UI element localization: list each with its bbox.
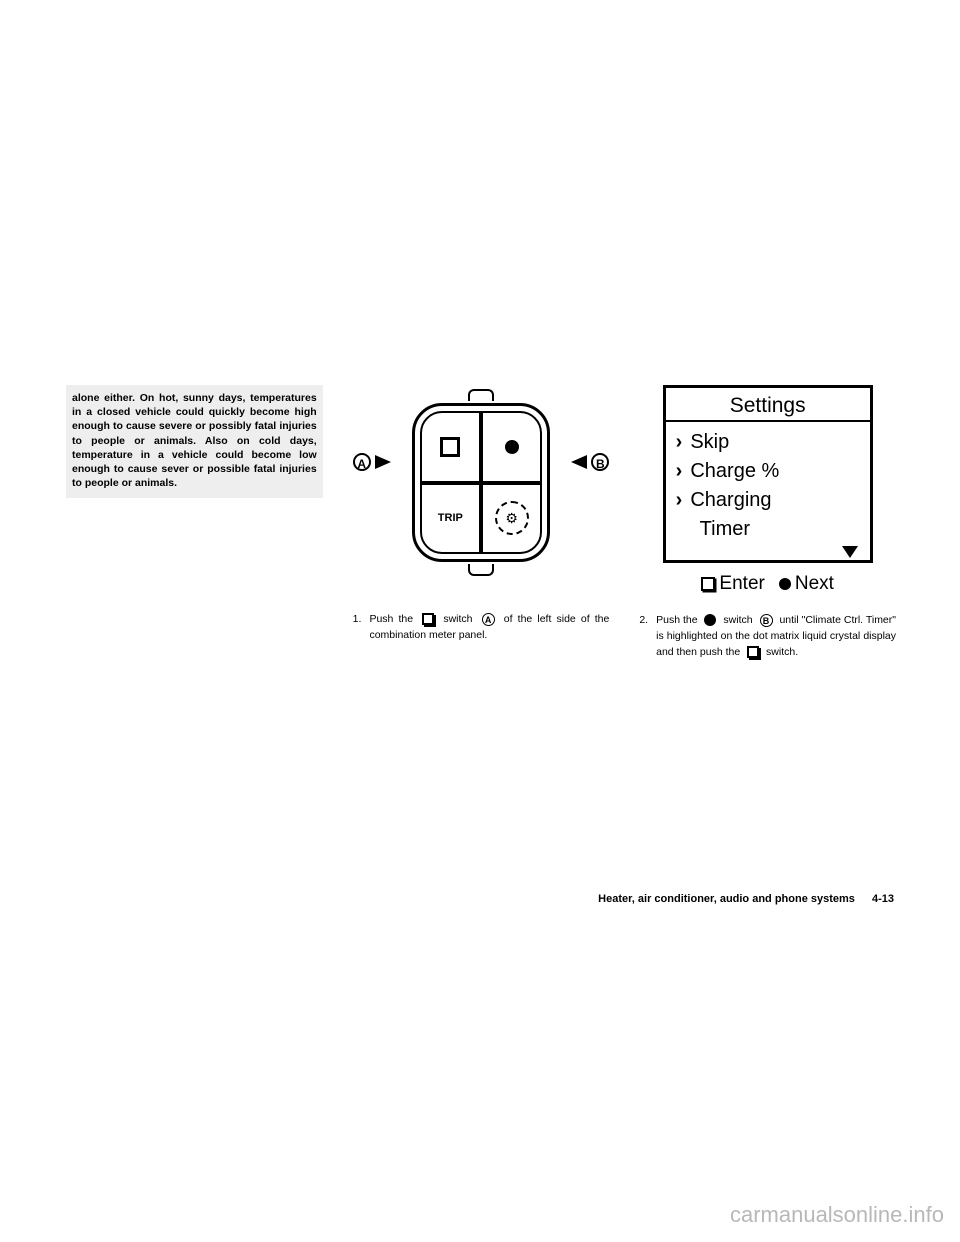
meter-switch-diagram: A TRIP ⚙ [353,395,610,590]
display-icon [440,437,460,457]
page-footer: Heater, air conditioner, audio and phone… [598,893,894,905]
dot-icon [505,440,519,454]
select-switch-icon [704,614,716,626]
step-2-body: Push the switch B until "Climate Ctrl. T… [656,613,896,660]
trip-label: TRIP [438,512,463,524]
step-1-num: 1. [353,612,362,644]
step2-mid: switch [723,614,752,626]
step2-pre: Push the [656,614,697,626]
ref-b-icon: B [760,614,773,627]
settings-item-charging: Charging [676,486,860,515]
step1-mid: switch [443,613,472,625]
footer-next: Next [779,573,834,595]
footer-section: Heater, air conditioner, audio and phone… [598,893,855,905]
label-a-circle: A [353,453,371,471]
settings-item-timer: Timer [676,515,860,544]
step-2-num: 2. [639,613,648,660]
warning-box: alone either. On hot, sunny days, temper… [66,385,323,498]
pad-notch-top [468,389,494,401]
pad-btn-trip: TRIP [420,483,481,555]
pad-btn-brightness: ⚙ [481,483,542,555]
step2-post2: switch. [766,646,798,658]
footer-page: 4-13 [872,893,894,905]
next-icon [779,578,791,590]
scroll-down-icon [666,546,870,560]
warning-text: alone either. On hot, sunny days, temper… [72,392,317,489]
pad-body: TRIP ⚙ [398,395,565,570]
footer-enter-label: Enter [719,573,764,595]
pad-btn-display [420,411,481,483]
enter-icon [701,577,715,591]
settings-item-charge: Charge % [676,457,860,486]
step-1-body: Push the switch A of the left side of th… [369,612,609,644]
settings-list: Skip Charge % Charging Timer [666,422,870,546]
label-b-circle: B [591,453,609,471]
pad-btn-select [481,411,542,483]
ref-a-icon: A [482,613,495,626]
settings-title: Settings [666,388,870,422]
brightness-icon: ⚙ [495,501,529,535]
pad-notch-bottom [468,564,494,576]
watermark: carmanualsonline.info [730,1202,944,1228]
settings-footer: Enter Next [639,571,896,601]
step-2: 2. Push the switch B until "Climate Ctrl… [639,613,896,660]
display-switch-icon [422,613,434,625]
footer-enter: Enter [701,573,764,595]
arrow-right-icon [375,455,391,469]
settings-screen: Settings Skip Charge % Charging Timer [663,385,873,563]
col-warning: alone either. On hot, sunny days, temper… [66,385,323,725]
display-switch-icon-2 [747,646,759,658]
content-area: alone either. On hot, sunny days, temper… [66,385,896,725]
step-1: 1. Push the switch A of the left side of… [353,612,610,644]
step1-pre: Push the [369,613,413,625]
col-settings: Settings Skip Charge % Charging Timer En… [639,385,896,725]
settings-item-skip: Skip [676,428,860,457]
col-diagram: A TRIP ⚙ [353,385,610,725]
arrow-left-icon [571,455,587,469]
pad-quadrants: TRIP ⚙ [420,411,543,554]
footer-next-label: Next [795,573,834,595]
